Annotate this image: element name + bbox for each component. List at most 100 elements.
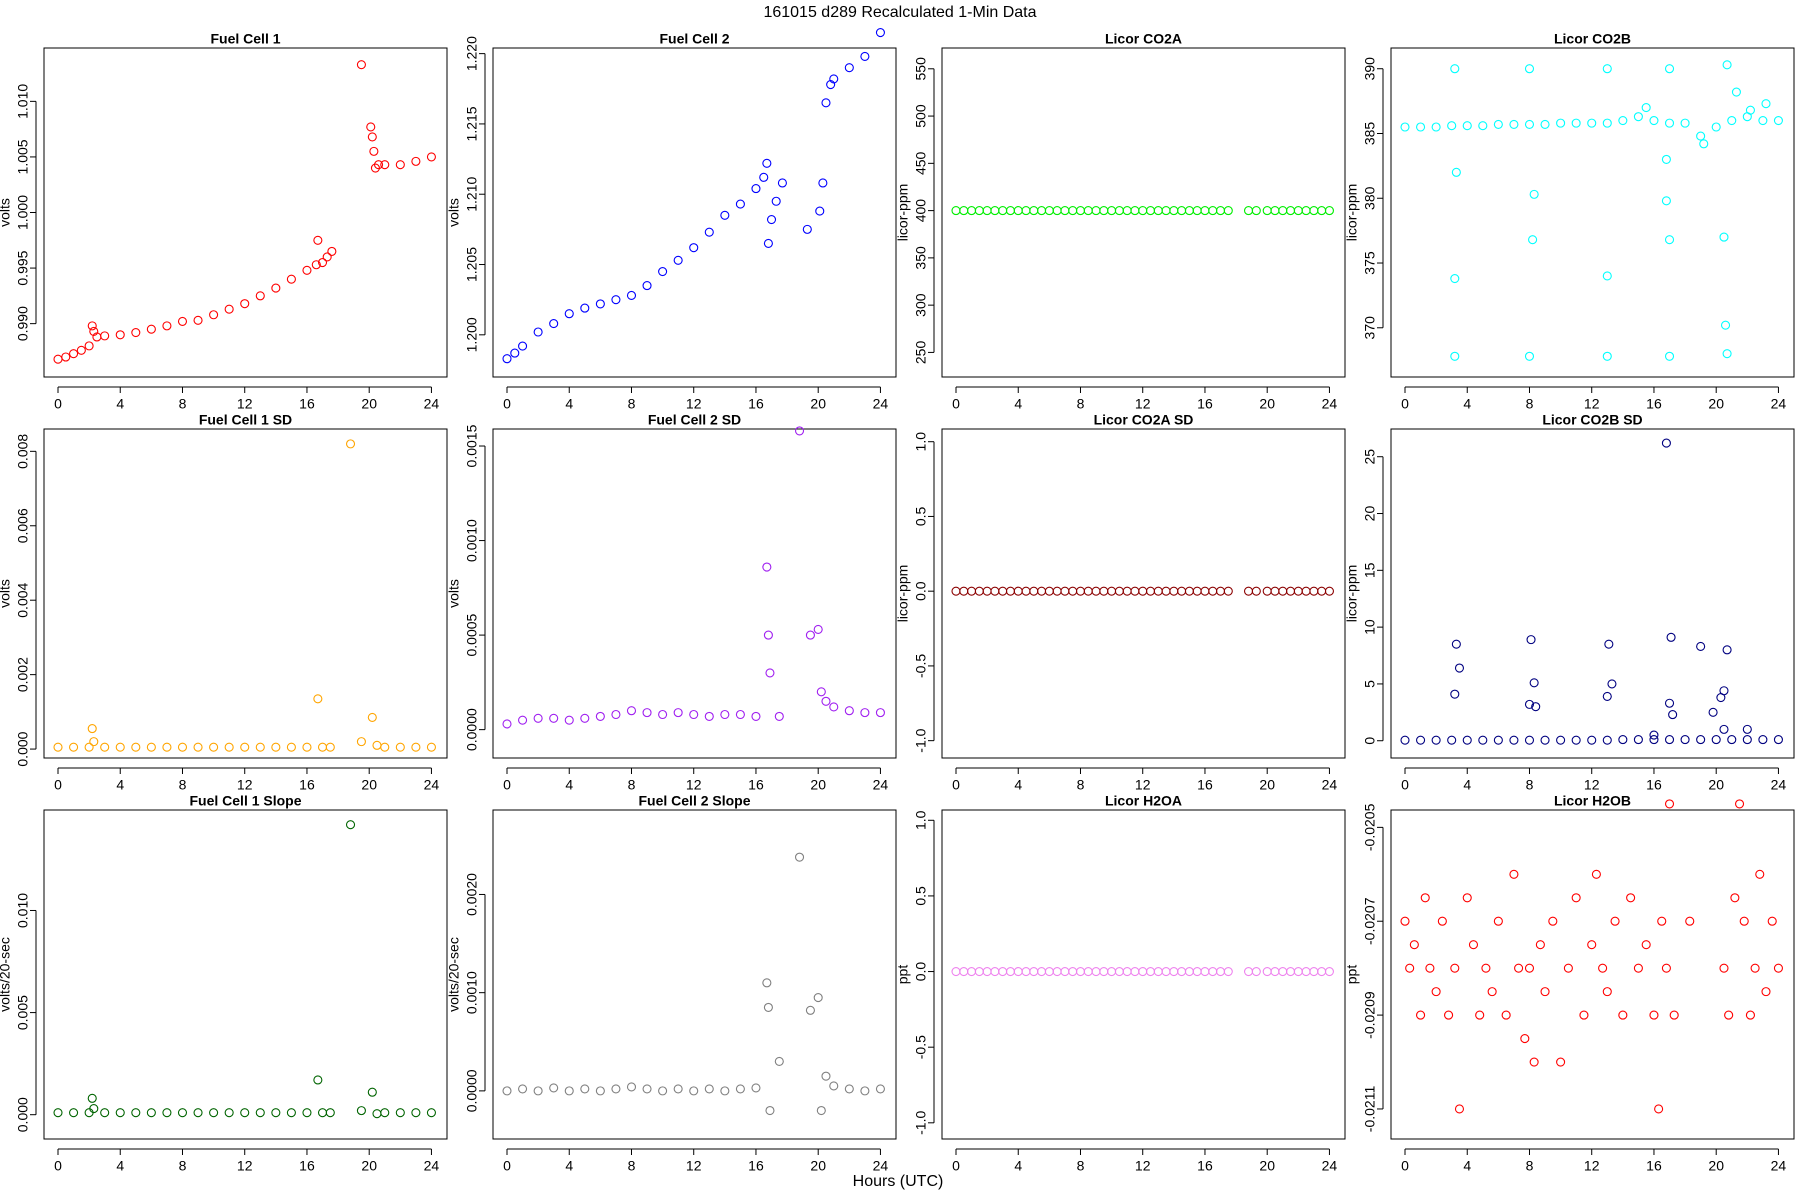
data-point — [1107, 206, 1117, 216]
data-point — [356, 737, 366, 747]
data-point — [327, 246, 337, 256]
data-point — [131, 742, 141, 752]
data-point — [580, 303, 590, 313]
data-point — [1556, 1057, 1566, 1067]
x-tick-label: 12 — [686, 1158, 702, 1174]
data-point — [1037, 586, 1047, 596]
data-point — [860, 708, 870, 718]
x-tick-label: 12 — [1584, 777, 1600, 793]
x-tick-label: 4 — [1014, 777, 1022, 793]
data-point — [704, 1084, 714, 1094]
x-tick-label: 16 — [748, 396, 764, 412]
data-point — [317, 257, 328, 268]
data-point — [1719, 724, 1729, 734]
data-point — [821, 696, 831, 706]
data-point — [759, 172, 769, 182]
data-point — [805, 1005, 815, 1015]
data-point — [1223, 206, 1233, 216]
data-point — [271, 283, 281, 293]
data-point — [1052, 206, 1062, 216]
data-point — [1161, 586, 1171, 596]
x-tick-label: 0 — [1401, 1158, 1409, 1174]
x-tick-label: 24 — [873, 777, 889, 793]
data-point — [1509, 869, 1519, 879]
data-point — [735, 709, 745, 720]
x-tick-label: 4 — [116, 777, 124, 793]
x-tick-label: 8 — [628, 396, 636, 412]
x-tick-label: 12 — [1135, 1158, 1151, 1174]
data-point — [1607, 679, 1617, 689]
plot-frame — [492, 47, 897, 378]
data-point — [533, 713, 543, 723]
x-tick-label: 16 — [1197, 1158, 1213, 1174]
data-point — [816, 687, 826, 697]
data-point — [1192, 206, 1202, 216]
figure-title: 161015 d289 Recalculated 1-Min Data — [763, 4, 1036, 21]
y-axis-label: volts — [446, 198, 462, 227]
data-point — [1169, 206, 1179, 216]
data-point — [193, 1108, 203, 1118]
data-point — [1758, 735, 1768, 745]
data-point — [255, 742, 265, 752]
data-point — [89, 737, 99, 747]
data-point — [162, 321, 172, 331]
x-tick-label: 24 — [424, 1158, 440, 1174]
data-point — [372, 1109, 382, 1119]
data-point — [813, 993, 823, 1003]
data-point — [325, 1108, 335, 1118]
data-point — [356, 1106, 366, 1116]
panel-title: Fuel Cell 1 SD — [199, 412, 292, 428]
data-point — [1278, 586, 1288, 596]
data-point — [1719, 686, 1729, 696]
data-point — [1021, 586, 1031, 596]
data-point — [1444, 1010, 1454, 1020]
data-point — [518, 715, 528, 725]
y-tick-label: 250 — [913, 341, 929, 365]
plot-frame — [43, 428, 448, 759]
data-point — [704, 711, 714, 721]
data-point — [224, 742, 234, 752]
data-point — [1531, 702, 1541, 712]
data-point — [1711, 735, 1721, 745]
data-point — [763, 1002, 773, 1012]
data-point — [1130, 206, 1140, 216]
data-point — [642, 1084, 652, 1094]
data-point — [1324, 206, 1334, 216]
data-point — [720, 1086, 730, 1096]
data-point — [1742, 724, 1752, 734]
data-point — [794, 426, 805, 436]
data-point — [370, 163, 380, 173]
data-point — [1013, 586, 1023, 596]
data-point — [1587, 940, 1597, 950]
data-point — [380, 160, 390, 170]
data-point — [1068, 967, 1078, 977]
data-point — [1462, 121, 1472, 131]
x-tick-label: 4 — [1463, 1158, 1471, 1174]
data-point — [1437, 916, 1447, 926]
y-tick-label: 0.0010 — [464, 519, 480, 562]
data-point — [367, 712, 377, 722]
data-point — [53, 1108, 63, 1118]
x-tick-label: 16 — [299, 396, 315, 412]
data-point — [240, 299, 250, 309]
data-point — [1285, 967, 1296, 977]
data-point — [1571, 118, 1581, 128]
data-point — [1251, 967, 1261, 977]
data-point — [1215, 206, 1226, 216]
x-tick-label: 16 — [1646, 396, 1662, 412]
x-tick-label: 20 — [1259, 1158, 1275, 1174]
data-point — [1153, 206, 1163, 216]
data-point — [100, 1108, 110, 1118]
data-point — [1604, 639, 1614, 649]
data-point — [1075, 967, 1086, 977]
data-point — [53, 742, 63, 752]
data-point — [611, 1084, 621, 1094]
data-point — [689, 243, 699, 253]
data-point — [1657, 916, 1667, 926]
data-point — [240, 742, 250, 752]
data-point — [1130, 967, 1140, 977]
data-point — [1664, 118, 1675, 128]
y-tick-label: 15 — [1362, 562, 1378, 578]
y-tick-label: 0.990 — [15, 306, 31, 341]
